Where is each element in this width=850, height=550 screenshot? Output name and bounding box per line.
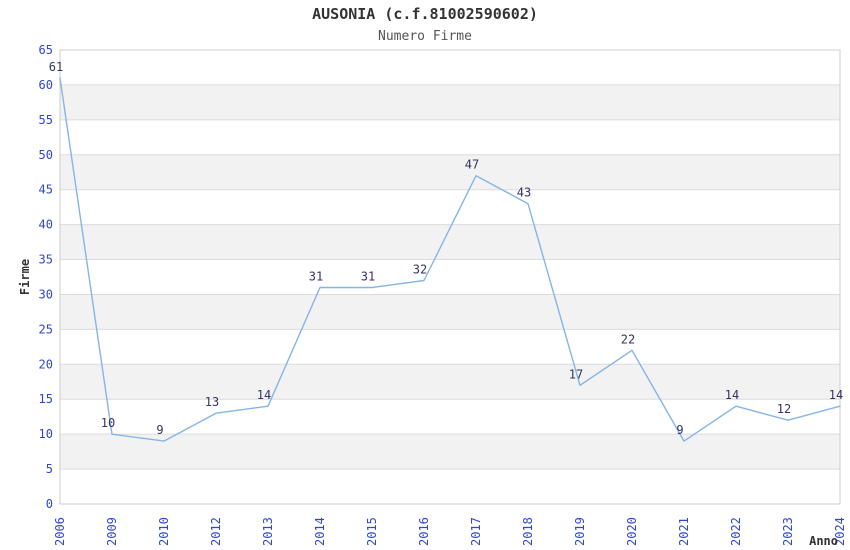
y-tick-label: 40 [39,218,53,232]
plot-bands [60,84,840,470]
y-tick-label: 65 [39,43,53,57]
point-label: 32 [413,263,427,277]
y-tick-label: 0 [46,497,53,511]
chart-subtitle: Numero Firme [378,29,472,44]
x-tick-label: 2009 [105,517,119,546]
y-tick-label: 45 [39,183,53,197]
point-label: 13 [205,395,219,409]
x-tick-label: 2006 [53,517,67,546]
point-label: 43 [517,186,531,200]
x-tick-label: 2010 [157,517,171,546]
y-tick-label: 25 [39,322,53,336]
point-label: 17 [569,367,583,381]
plot-band [60,434,840,470]
point-label: 31 [309,270,323,284]
plot-band [60,294,840,330]
x-tick-label: 2021 [677,517,691,546]
y-tick-label: 60 [39,78,53,92]
x-tick-label: 2017 [469,517,483,546]
x-axis-title: Anno [809,534,838,548]
x-tick-label: 2015 [365,517,379,546]
point-label: 61 [49,60,63,74]
y-tick-label: 5 [46,462,53,476]
plot-band [60,154,840,190]
point-label: 10 [101,416,115,430]
y-tick-label: 35 [39,253,53,267]
point-labels: 61 10 9 13 14 31 31 32 47 43 17 22 9 14 12 14 [49,60,843,437]
x-tick-label: 2019 [573,517,587,546]
x-tick-label: 2014 [313,517,327,546]
plot-band [60,84,840,120]
x-axis-tick-labels: 2006 2009 2010 2012 2013 2014 2015 2016 2017 2018… [53,517,847,546]
y-tick-label: 15 [39,392,53,406]
x-tick-label: 2018 [521,517,535,546]
plot-band [60,224,840,260]
y-tick-label: 30 [39,288,53,302]
x-tick-label: 2016 [417,517,431,546]
y-axis-tick-labels: 0 5 10 15 20 25 30 35 40 45 50 55 60 65 [39,43,53,511]
x-tick-label: 2024 [833,517,847,546]
x-tick-label: 2012 [209,517,223,546]
x-tick-label: 2013 [261,517,275,546]
y-tick-label: 55 [39,113,53,127]
gridlines [60,84,840,470]
plot-border [59,49,841,505]
y-axis-title: Firme [18,259,32,295]
point-label: 47 [465,158,479,172]
point-label: 31 [361,270,375,284]
point-label: 14 [725,388,739,402]
x-tick-label: 2020 [625,517,639,546]
point-label: 22 [621,332,635,346]
point-label: 14 [829,388,843,402]
series-line [59,77,841,442]
point-label: 9 [156,423,163,437]
chart-title: AUSONIA (c.f.81002590602) [312,5,538,23]
y-tick-label: 10 [39,427,53,441]
y-tick-label: 20 [39,357,53,371]
point-label: 9 [676,423,683,437]
x-tick-label: 2023 [781,517,795,546]
x-tick-label: 2022 [729,517,743,546]
point-label: 12 [777,402,791,416]
plot-band [60,364,840,400]
point-label: 14 [257,388,271,402]
y-tick-label: 50 [39,148,53,162]
